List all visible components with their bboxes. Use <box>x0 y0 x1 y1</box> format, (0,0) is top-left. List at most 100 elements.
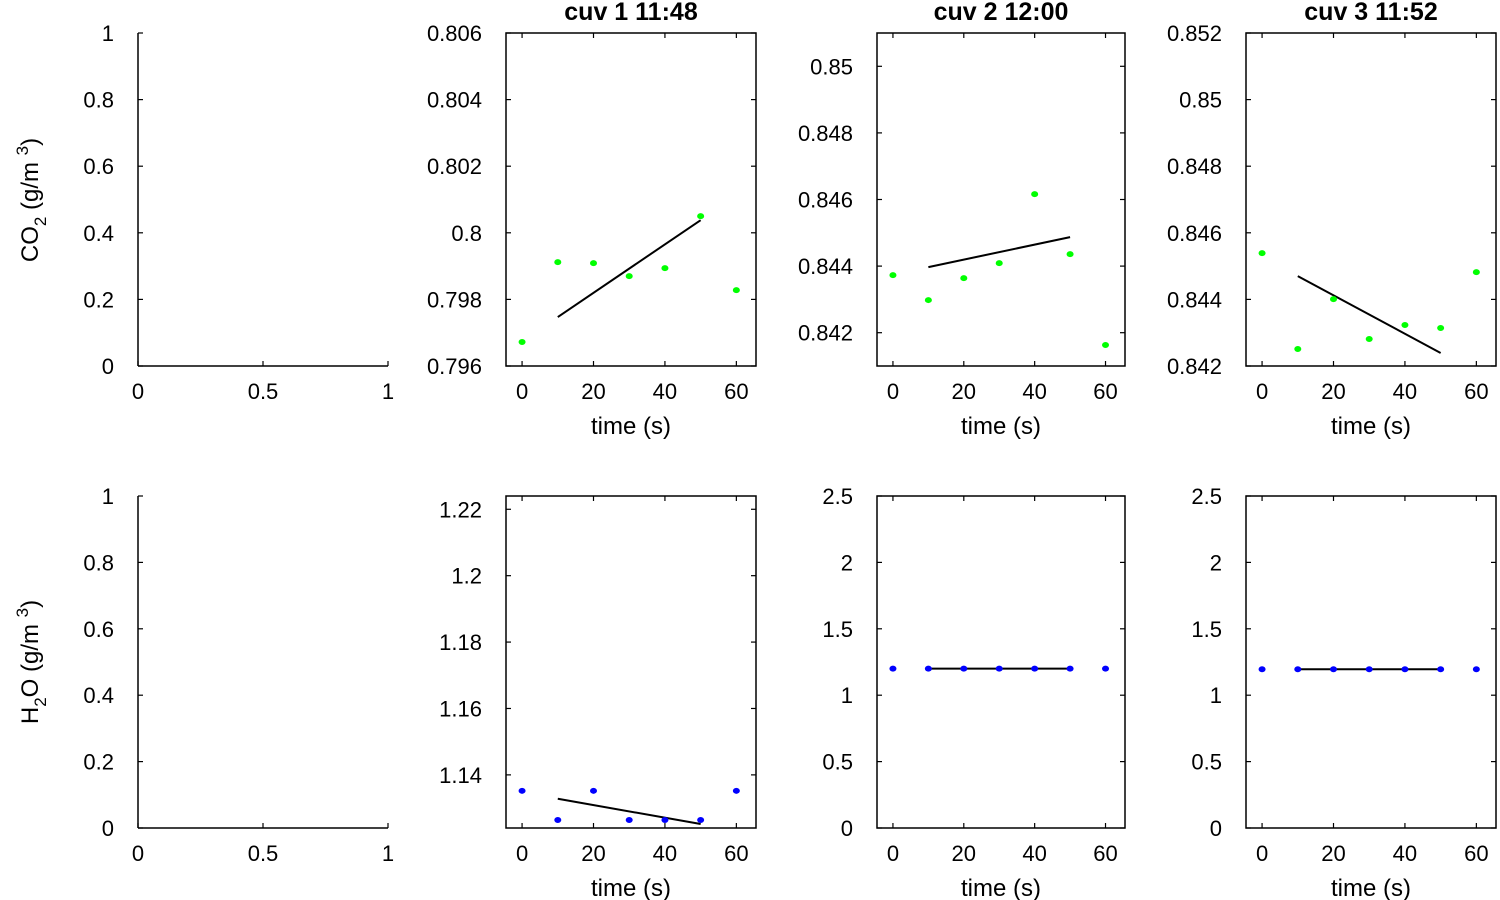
y-tick-label: 1.22 <box>439 497 482 522</box>
x-tick-label: 60 <box>1093 379 1117 404</box>
data-point <box>590 260 597 267</box>
y-tick-label: 0.85 <box>1179 88 1222 113</box>
data-point <box>995 260 1003 267</box>
y-tick-label: 1.5 <box>822 617 853 642</box>
y-tick-label: 0.4 <box>83 221 114 246</box>
data-point <box>1330 666 1337 673</box>
y-tick-label: 0.796 <box>427 354 482 379</box>
data-point <box>995 665 1003 672</box>
data-point <box>554 817 562 824</box>
x-tick-label: 0 <box>516 841 528 866</box>
x-tick-label: 20 <box>581 841 605 866</box>
ylabel-co2-close: ) <box>17 138 44 146</box>
x-tick-label: 0 <box>516 379 528 404</box>
y-tick-label: 0.2 <box>83 750 114 775</box>
x-tick-label: 0.5 <box>248 841 279 866</box>
subplot-title: cuv 2 12:00 <box>934 0 1069 26</box>
data-point <box>661 265 669 272</box>
y-tick-label: 0.6 <box>83 154 114 179</box>
data-point <box>1258 666 1266 673</box>
y-tick-label: 0 <box>841 816 853 841</box>
y-tick-label: 0.5 <box>1191 750 1222 775</box>
axes-box <box>505 495 757 829</box>
data-point <box>1401 666 1409 673</box>
y-tick-label: 0.844 <box>798 254 853 279</box>
subplot-title: cuv 3 11:52 <box>1304 0 1437 26</box>
y-tick-label: 0 <box>1210 816 1222 841</box>
x-axis-label: time (s) <box>591 875 671 900</box>
axes-box <box>1245 32 1497 367</box>
subplot-7: 0 20 40 60 0 0.5 1 1.5 2 2.5 time (s) <box>822 484 1126 900</box>
x-tick-label: 60 <box>1464 379 1488 404</box>
x-tick-label: 40 <box>653 379 677 404</box>
x-tick-label: 0 <box>1256 379 1268 404</box>
x-tick-label: 20 <box>581 379 605 404</box>
y-tick-label: 1.5 <box>1191 617 1222 642</box>
x-tick-label: 40 <box>653 841 677 866</box>
x-tick-label: 0 <box>1256 841 1268 866</box>
subplot-8: 0 20 40 60 0 0.5 1 1.5 2 2.5 time (s) <box>1191 484 1497 900</box>
ylabel-co2: CO2 (g/m 3) <box>13 138 50 262</box>
subplot-4: 0 20 40 60 0.842 0.844 0.846 0.848 0.85 0.852 cuv … <box>1167 0 1497 440</box>
x-tick-label: 20 <box>1321 379 1345 404</box>
data-point <box>960 275 968 282</box>
y-tick-label: 2 <box>1210 550 1222 575</box>
x-tick-label: 60 <box>724 841 748 866</box>
x-axis-label: time (s) <box>1331 875 1411 900</box>
data-point <box>625 817 633 824</box>
y-tick-label: 0.802 <box>427 154 482 179</box>
y-tick-label: 2.5 <box>1191 484 1222 509</box>
subplot-6: 0 20 40 60 1.14 1.16 1.18 1.2 1.22 time (s) <box>439 495 757 900</box>
data-point <box>732 787 740 794</box>
ylabel-h2o-sup: 3 <box>13 608 32 617</box>
y-tick-label: 0.842 <box>798 321 853 346</box>
data-point <box>1365 666 1373 673</box>
data-point <box>1437 325 1445 332</box>
y-tick-label: 0 <box>102 354 114 379</box>
y-tick-label: 0 <box>102 816 114 841</box>
x-axis-label: time (s) <box>1331 413 1411 440</box>
data-point <box>1294 346 1302 353</box>
x-axis-label: time (s) <box>961 413 1041 440</box>
ylabel-h2o-main: H <box>17 707 44 724</box>
y-tick-label: 0.8 <box>83 88 114 113</box>
data-point <box>960 665 968 672</box>
data-point <box>1401 322 1409 329</box>
y-tick-label: 0.846 <box>1167 221 1222 246</box>
x-tick-label: 60 <box>1464 841 1488 866</box>
y-tick-label: 0.798 <box>427 287 482 312</box>
fit-line <box>557 797 701 826</box>
data-point <box>1066 251 1074 258</box>
ylabel-h2o-unit: (g/m <box>17 617 44 678</box>
y-tick-label: 0.85 <box>810 54 853 79</box>
data-point <box>924 665 932 672</box>
data-point <box>1294 666 1302 673</box>
y-tick-label: 0.8 <box>83 550 114 575</box>
axes-box <box>876 32 1126 367</box>
ylabel-co2-sup: 3 <box>13 146 32 155</box>
data-point <box>625 273 633 280</box>
subplot-2: 0 20 40 60 0.796 0.798 0.8 0.802 0.804 0.806 cuv 1… <box>427 0 757 440</box>
subplot-1: 0 0.5 1 0 0.2 0.4 0.6 0.8 1 <box>83 21 394 404</box>
axes-box <box>876 495 1126 829</box>
data-point <box>518 339 526 346</box>
y-tick-label: 1 <box>1210 683 1222 708</box>
y-tick-label: 1.18 <box>439 630 482 655</box>
y-tick-label: 1 <box>102 21 114 46</box>
ylabel-co2-sub: 2 <box>31 217 50 226</box>
y-tick-label: 2.5 <box>822 484 853 509</box>
y-tick-label: 1.2 <box>451 564 482 589</box>
x-tick-label: 0.5 <box>248 379 279 404</box>
fit-line <box>928 236 1071 269</box>
x-tick-label: 20 <box>952 841 976 866</box>
ylabel-h2o: H2O (g/m 3) <box>13 600 50 724</box>
x-tick-label: 20 <box>1321 841 1345 866</box>
data-point <box>1031 665 1039 672</box>
subplot-3: 0 20 40 60 0.842 0.844 0.846 0.848 0.85 cuv 2 12:… <box>798 0 1126 440</box>
y-tick-label: 0.842 <box>1167 354 1222 379</box>
x-tick-label: 60 <box>1093 841 1117 866</box>
data-point <box>554 259 562 266</box>
y-tick-label: 0.848 <box>1167 154 1222 179</box>
y-tick-label: 0.4 <box>83 683 114 708</box>
x-tick-label: 40 <box>1393 841 1417 866</box>
